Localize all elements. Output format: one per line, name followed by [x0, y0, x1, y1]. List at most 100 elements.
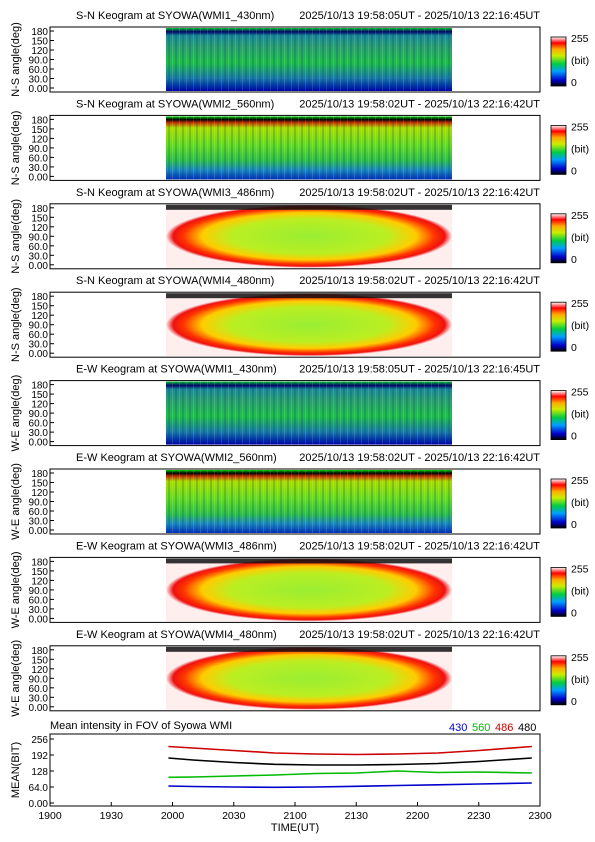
panel-title: E-W Keogram at SYOWA(WMI1_430nm) — [76, 364, 277, 376]
y-tick-label: 180 — [31, 115, 48, 126]
y-tick-label: 30.0 — [29, 163, 49, 174]
colorbar — [550, 478, 567, 529]
keogram-texture — [166, 28, 452, 91]
y-tick-label: 150 — [31, 302, 48, 313]
colorbar-unit: (bit) — [571, 320, 589, 332]
panel-time-range: 2025/10/13 19:58:02UT - 2025/10/13 22:16… — [299, 629, 540, 641]
colorbar — [550, 36, 567, 87]
y-tick-label: 150 — [31, 479, 48, 490]
y-tick-label: 30.0 — [29, 251, 49, 262]
colorbar-min: 0 — [571, 607, 577, 619]
panel-time-range: 2025/10/13 19:58:02UT - 2025/10/13 22:16… — [299, 540, 540, 552]
colorbar-unit: (bit) — [571, 674, 589, 686]
y-tick-label: 0.00 — [29, 799, 49, 810]
y-tick-label: 60.0 — [29, 242, 49, 253]
colorbar — [550, 125, 567, 175]
keogram-image — [166, 646, 452, 710]
chart-title: Mean intensity in FOV of Syowa WMI — [50, 720, 232, 732]
colorbar-min: 0 — [571, 519, 577, 531]
panel-title: S-N Keogram at SYOWA(WMI3_486nm) — [76, 187, 274, 199]
colorbar-unit: (bit) — [571, 55, 589, 67]
y-tick-label: 0.00 — [29, 526, 49, 537]
series-line-560 — [168, 770, 532, 779]
keogram-edge — [166, 293, 452, 299]
y-tick-label: 128 — [31, 767, 48, 778]
colorbar-max: 255 — [571, 475, 589, 487]
y-tick-label: 90.0 — [29, 674, 49, 685]
colorbar-min: 0 — [571, 77, 577, 89]
x-tick-label: 2130 — [345, 810, 369, 822]
y-tick-label: 90.0 — [29, 56, 49, 67]
colorbar-unit: (bit) — [571, 143, 589, 155]
y-tick-label: 0.00 — [29, 703, 49, 714]
colorbar-unit: (bit) — [571, 585, 589, 597]
y-tick-label: 60.0 — [29, 330, 49, 341]
y-tick-label: 0.00 — [29, 614, 49, 625]
colorbar-min: 0 — [571, 254, 577, 266]
legend-entry: 560 — [472, 722, 490, 734]
y-tick-label: 30.0 — [29, 517, 49, 528]
keogram-texture — [166, 381, 452, 445]
colorbar-unit: (bit) — [571, 232, 589, 244]
panel-time-range: 2025/10/13 19:58:02UT - 2025/10/13 22:16… — [299, 275, 540, 287]
keogram-texture — [166, 470, 452, 533]
colorbar — [550, 567, 567, 617]
keogram-panel: S-N Keogram at SYOWA(WMI4_480nm) 2025/10/… — [10, 275, 589, 362]
legend-entry: 430 — [449, 722, 467, 734]
panel-title: S-N Keogram at SYOWA(WMI4_480nm) — [76, 275, 274, 287]
colorbar-max: 255 — [571, 33, 589, 45]
y-tick-label: 120 — [31, 46, 48, 57]
y-tick-label: 90.0 — [29, 321, 49, 332]
y-axis-label: W-E angle(deg) — [10, 463, 22, 540]
colorbar — [550, 301, 567, 352]
y-tick-label: 60.0 — [29, 595, 49, 606]
y-axis-label: N-S angle(deg) — [10, 287, 22, 362]
colorbar-max: 255 — [571, 652, 589, 664]
series-line-486 — [168, 745, 532, 756]
y-tick-label: 60.0 — [29, 419, 49, 430]
y-tick-label: 0.00 — [29, 84, 49, 95]
y-tick-label: 0.00 — [29, 172, 49, 183]
panel-title: E-W Keogram at SYOWA(WMI3_486nm) — [76, 540, 277, 552]
y-tick-label: 180 — [31, 204, 48, 215]
keogram-image — [166, 204, 452, 268]
colorbar-min: 0 — [571, 431, 577, 443]
y-tick-label: 180 — [31, 27, 48, 38]
legend-entry: 480 — [518, 722, 536, 734]
y-tick-label: 30.0 — [29, 605, 49, 616]
panel-title: S-N Keogram at SYOWA(WMI1_430nm) — [76, 10, 274, 22]
y-tick-label: 120 — [31, 134, 48, 145]
panel-time-range: 2025/10/13 19:58:02UT - 2025/10/13 22:16… — [299, 187, 540, 199]
y-axis-label: N-S angle(deg) — [10, 111, 22, 186]
keogram-image — [166, 293, 452, 357]
panel-title: E-W Keogram at SYOWA(WMI2_560nm) — [76, 452, 277, 464]
colorbar-unit: (bit) — [571, 497, 589, 509]
colorbar — [550, 390, 567, 441]
y-axis-label: MEAN(BIT) — [10, 742, 22, 798]
y-tick-label: 30.0 — [29, 75, 49, 86]
y-tick-label: 90.0 — [29, 498, 49, 509]
x-tick-label: 1900 — [38, 810, 62, 822]
y-tick-label: 120 — [31, 223, 48, 234]
colorbar-min: 0 — [571, 696, 577, 708]
colorbar-max: 255 — [571, 298, 589, 310]
y-tick-label: 120 — [31, 665, 48, 676]
y-tick-label: 150 — [31, 655, 48, 666]
keogram-panel: E-W Keogram at SYOWA(WMI3_486nm) 2025/10/… — [10, 540, 589, 628]
keogram-panel: S-N Keogram at SYOWA(WMI2_560nm) 2025/10/… — [10, 98, 589, 185]
keogram-panel: E-W Keogram at SYOWA(WMI1_430nm) 2025/10/… — [10, 364, 589, 452]
y-tick-label: 60.0 — [29, 153, 49, 164]
y-tick-label: 180 — [31, 381, 48, 392]
x-tick-label: 1930 — [100, 810, 124, 822]
y-tick-label: 120 — [31, 311, 48, 322]
y-tick-label: 180 — [31, 557, 48, 568]
y-tick-label: 60.0 — [29, 507, 49, 518]
keogram-edge — [166, 646, 452, 652]
keogram-panel: E-W Keogram at SYOWA(WMI2_560nm) 2025/10/… — [10, 452, 589, 540]
panel-title: E-W Keogram at SYOWA(WMI4_480nm) — [76, 629, 277, 641]
y-axis-label: W-E angle(deg) — [10, 640, 22, 717]
colorbar-unit: (bit) — [571, 409, 589, 421]
panel-title: S-N Keogram at SYOWA(WMI2_560nm) — [76, 98, 274, 110]
x-tick-label: 2030 — [222, 810, 246, 822]
